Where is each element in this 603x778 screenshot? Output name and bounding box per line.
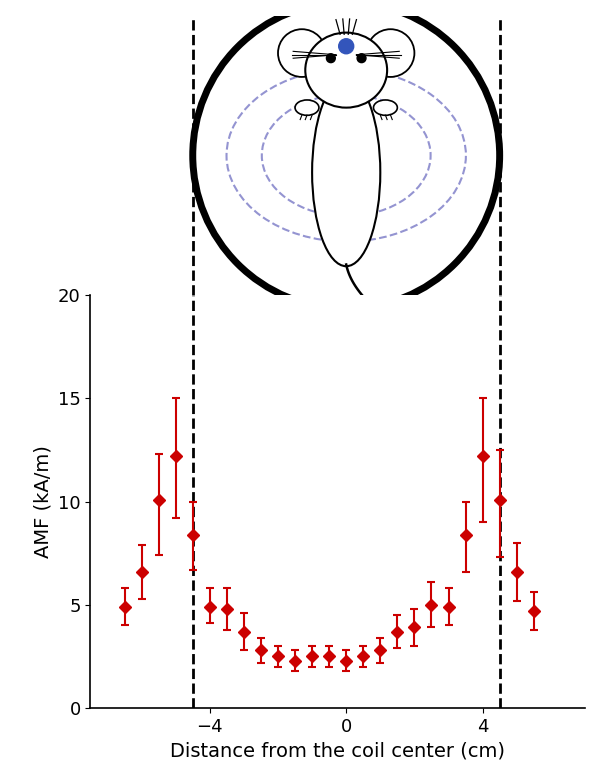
Ellipse shape [312, 79, 380, 266]
Ellipse shape [305, 33, 387, 107]
Circle shape [326, 54, 335, 62]
Y-axis label: AMF (kA/m): AMF (kA/m) [33, 445, 52, 558]
Ellipse shape [295, 100, 319, 115]
Circle shape [357, 54, 366, 62]
Circle shape [339, 39, 354, 54]
Circle shape [367, 30, 414, 77]
Circle shape [278, 30, 326, 77]
X-axis label: Distance from the coil center (cm): Distance from the coil center (cm) [170, 741, 505, 760]
Ellipse shape [373, 100, 397, 115]
